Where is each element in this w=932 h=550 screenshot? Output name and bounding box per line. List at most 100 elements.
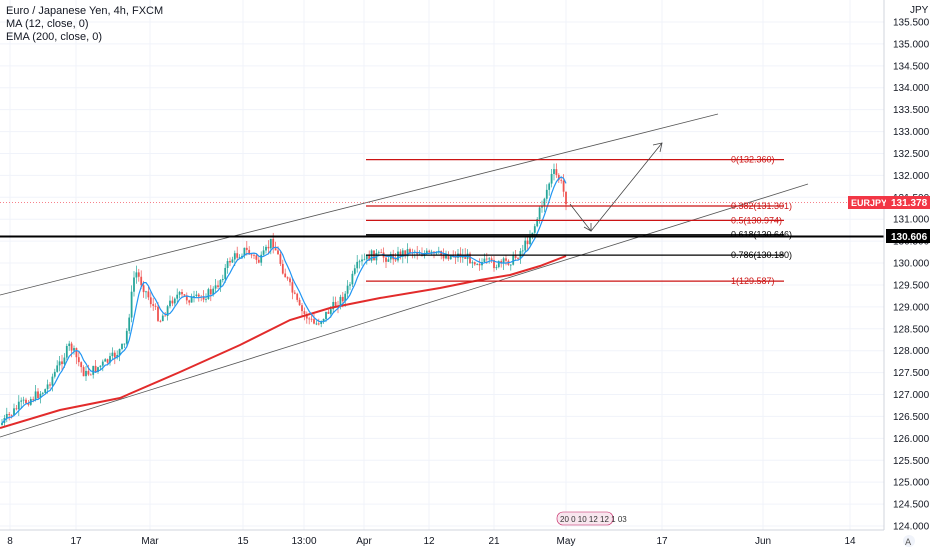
candle-body <box>553 169 555 174</box>
time-axis-bg <box>0 530 932 550</box>
candle-body <box>353 268 356 274</box>
fib-level-label: 0(132.360) <box>731 155 775 165</box>
candle-body <box>73 348 75 351</box>
candle-body <box>404 250 407 257</box>
candle-body <box>214 285 217 289</box>
candle-body <box>226 261 229 268</box>
candle-body <box>63 357 66 365</box>
axis-settings-button[interactable] <box>903 535 915 547</box>
candle-body <box>358 261 361 263</box>
candle-body <box>313 319 315 324</box>
candle-body <box>140 276 143 286</box>
price-tick-label: 132.500 <box>893 149 930 160</box>
candle-body <box>58 361 61 366</box>
candle-body <box>533 226 536 233</box>
time-tick-label: 17 <box>70 536 82 547</box>
candle-body <box>49 384 51 386</box>
candle-body <box>111 352 114 357</box>
candle-body <box>255 255 258 260</box>
time-ticks: 8 17 Mar 15 13:00 Apr 12 21 May 17 Jun 14 <box>7 536 856 547</box>
price-tick-label: 134.500 <box>893 61 930 72</box>
price-tick-label: 133.500 <box>893 105 930 116</box>
price-tick-label: 131.000 <box>893 215 930 226</box>
candle-body <box>154 305 157 307</box>
candle-body <box>181 292 183 295</box>
candle-body <box>281 263 284 274</box>
price-tick-label: 135.000 <box>893 39 930 50</box>
time-tick-label: 14 <box>844 536 856 547</box>
candle-body <box>303 311 306 315</box>
price-tick-label: 128.000 <box>893 346 930 357</box>
arrow-head-up <box>652 142 663 153</box>
candle-body <box>265 246 267 251</box>
candle-body <box>116 354 119 358</box>
time-tick-label: 17 <box>656 536 668 547</box>
price-axis-bg <box>884 0 932 550</box>
candle-body <box>344 293 347 302</box>
price-tick-label: 132.000 <box>893 171 930 182</box>
candle-body <box>121 343 123 349</box>
candle-body <box>399 251 402 257</box>
candle-body <box>332 301 335 310</box>
candle-body <box>51 376 54 386</box>
channel-lower-line <box>0 183 809 438</box>
candle-body <box>236 253 239 258</box>
candle-body <box>514 254 517 259</box>
candle-body <box>445 255 447 259</box>
price-tick-label: 125.500 <box>893 456 930 467</box>
candle-body <box>17 401 20 410</box>
candle-body <box>493 259 495 269</box>
candle-body <box>394 259 397 261</box>
candle-body <box>1 422 3 425</box>
candle-body <box>25 399 27 404</box>
candle-body <box>193 296 195 297</box>
grid <box>0 0 884 530</box>
price-tick-label: 126.500 <box>893 412 930 423</box>
arrow-head-down <box>583 223 592 232</box>
candle-body <box>529 236 531 245</box>
candle-body <box>10 414 13 416</box>
candle-body <box>495 267 498 269</box>
candle-body <box>169 300 171 307</box>
event-marker-text: 20 0 10 12 12 1 03 <box>560 515 627 524</box>
candle-body <box>262 250 265 255</box>
legend-symbol[interactable]: Euro / Japanese Yen, 4h, FXCM <box>6 5 163 17</box>
candle-body <box>329 309 332 314</box>
currency-label: JPY <box>910 5 929 16</box>
candle-body <box>53 371 56 377</box>
candle-body <box>171 300 174 304</box>
axis-settings-icon[interactable]: A <box>905 538 912 548</box>
candle-body <box>106 359 109 363</box>
candle-body <box>92 365 95 375</box>
candle-body <box>361 259 363 262</box>
candle-body <box>224 267 227 280</box>
candle-body <box>32 398 35 400</box>
legend-ma[interactable]: MA (12, close, 0) <box>6 18 89 30</box>
trend-channel <box>0 113 809 438</box>
candle-body <box>27 403 30 405</box>
candle-body <box>89 374 92 376</box>
candle-body <box>550 173 553 184</box>
candle-body <box>296 293 299 300</box>
time-tick-label: Jun <box>755 536 771 547</box>
candle-body <box>284 273 287 278</box>
candle-body <box>245 247 248 250</box>
event-markers[interactable]: 20 0 10 12 12 1 03 <box>556 511 627 526</box>
candle-body <box>341 296 344 302</box>
candle-body <box>512 254 515 265</box>
candle-body <box>113 352 116 358</box>
candle-body <box>157 306 159 321</box>
legend-ema[interactable]: EMA (200, close, 0) <box>6 31 102 43</box>
candle-body <box>22 399 25 401</box>
candle-body <box>70 343 73 351</box>
candle-body <box>101 361 104 366</box>
candle-body <box>286 277 289 279</box>
candle-body <box>85 370 87 377</box>
candle-body <box>65 346 68 358</box>
candle-body <box>34 391 37 400</box>
candle-body <box>543 198 546 207</box>
price-tick-label: 124.000 <box>893 522 930 533</box>
time-tick-label: Mar <box>141 536 159 547</box>
candle-body <box>39 393 42 399</box>
